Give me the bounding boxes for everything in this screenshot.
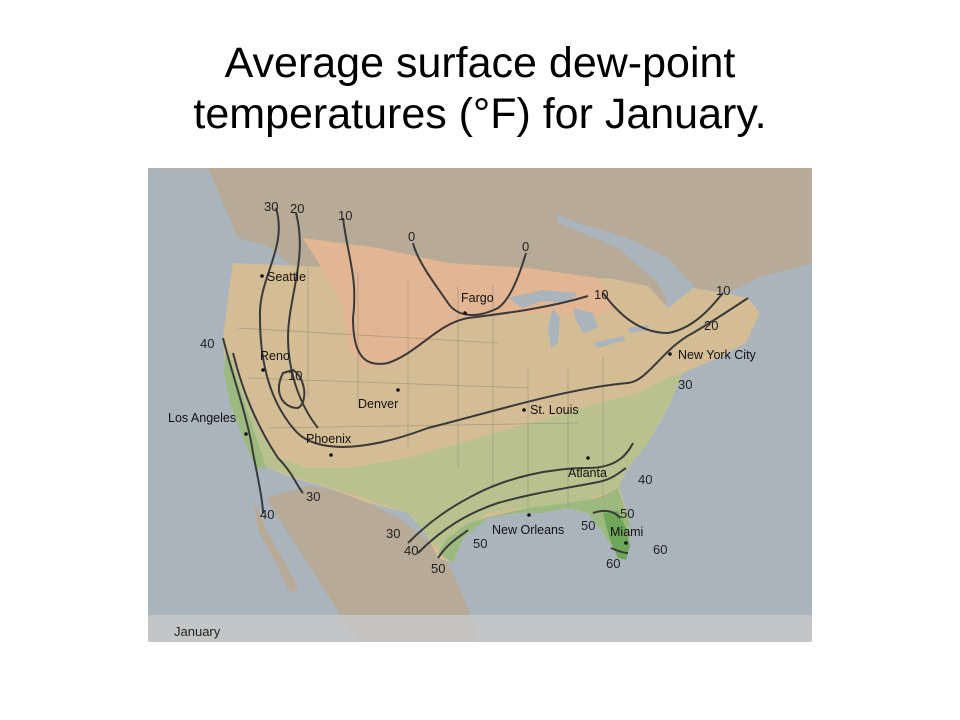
isoline-label: 30 — [678, 377, 692, 392]
florida — [603, 511, 630, 560]
city-dot — [244, 432, 248, 436]
city-dot — [522, 408, 526, 412]
moist-zone — [228, 348, 683, 558]
city-dot — [527, 513, 531, 517]
isoline-label: 10 — [288, 368, 302, 383]
city-dot — [329, 453, 333, 457]
city-label: St. Louis — [530, 403, 579, 417]
isoline-label: 40 — [404, 543, 418, 558]
isoline-label: 20 — [290, 201, 304, 216]
isoline-label: 10 — [594, 287, 608, 302]
isoline-label: 20 — [704, 318, 718, 333]
lake-erie — [593, 336, 626, 348]
isoline-label: 40 — [200, 336, 214, 351]
page-title: Average surface dew-point temperatures (… — [0, 38, 960, 140]
isoline-label: 10 — [716, 283, 730, 298]
city-dot — [261, 368, 265, 372]
canada-land — [208, 168, 812, 293]
city-dot — [260, 274, 264, 278]
lake-huron — [573, 308, 598, 333]
city-label: Fargo — [461, 291, 494, 305]
isoline-label: 50 — [620, 506, 634, 521]
wet-zone — [438, 488, 630, 563]
title-line-2: temperatures (°F) for January. — [193, 90, 767, 138]
isoline-label: 50 — [431, 561, 445, 576]
city-label: Phoenix — [306, 432, 352, 446]
contour-labels: 30 20 10 0 0 10 10 20 40 10 30 40 30 30 … — [200, 199, 730, 576]
isoline-label: 60 — [653, 542, 667, 557]
city-label: Atlanta — [568, 466, 607, 480]
city-dot — [396, 388, 400, 392]
baja — [253, 498, 298, 593]
city-dot — [463, 311, 467, 315]
caption-strip — [148, 615, 812, 642]
city-label: New Orleans — [492, 523, 564, 537]
dew-point-map: 30 20 10 0 0 10 10 20 40 10 30 40 30 30 … — [148, 168, 812, 642]
title-line-1: Average surface dew-point — [224, 39, 736, 87]
city-label: Denver — [358, 397, 398, 411]
city-label: Seattle — [267, 270, 306, 284]
city-label: Reno — [260, 349, 290, 363]
month-label: January — [174, 624, 221, 639]
city-dot — [624, 541, 628, 545]
isoline-label: 0 — [522, 239, 529, 254]
isoline-label: 60 — [606, 556, 620, 571]
mexico-land — [266, 486, 478, 642]
lake-michigan — [548, 308, 560, 348]
city-markers: Seattle Reno Los Angeles Phoenix Denver … — [168, 270, 757, 545]
city-label: Miami — [610, 525, 643, 539]
city-dot — [668, 352, 672, 356]
cold-zone — [303, 238, 618, 368]
isoline-label: 40 — [638, 472, 652, 487]
isoline-label: 0 — [408, 229, 415, 244]
isoline-label: 10 — [338, 208, 352, 223]
isoline-label: 30 — [386, 526, 400, 541]
city-label: New York City — [678, 348, 757, 362]
lake-superior — [508, 290, 578, 308]
isoline-label: 50 — [473, 536, 487, 551]
isoline-label: 40 — [260, 507, 274, 522]
state-borders — [237, 268, 604, 508]
isoline-label: 30 — [264, 199, 278, 214]
isoline-label: 50 — [581, 518, 595, 533]
city-label: Los Angeles — [168, 411, 236, 425]
lake-ontario — [628, 325, 650, 333]
isoline-label: 30 — [306, 489, 320, 504]
city-dot — [586, 456, 590, 460]
dew-point-contours — [222, 207, 749, 559]
